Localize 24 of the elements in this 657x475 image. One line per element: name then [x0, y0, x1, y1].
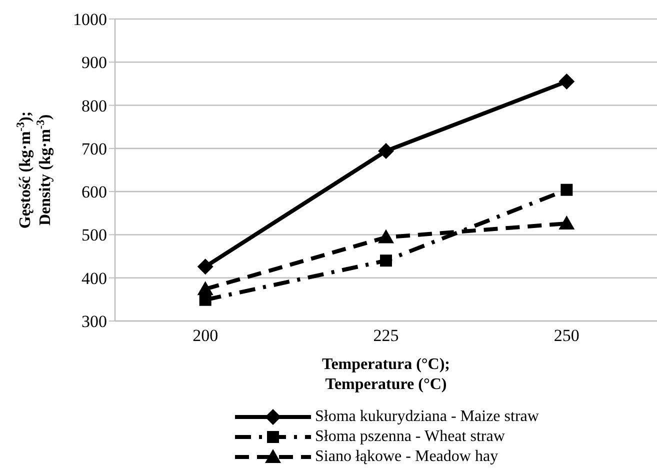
point	[197, 258, 214, 275]
point	[199, 294, 212, 306]
x-tick-label: 225	[373, 326, 399, 346]
legend-label: Słoma pszenna - Wheat straw	[315, 428, 505, 445]
point	[378, 143, 394, 160]
point	[197, 281, 214, 296]
point	[558, 215, 575, 230]
x-axis-title: Temperatura (°C); Temperature (°C)	[322, 356, 450, 393]
point	[560, 184, 573, 196]
x-tick-label: 200	[192, 326, 218, 346]
y-tick-label: 300	[82, 312, 107, 332]
y-tick-label: 900	[82, 53, 107, 72]
y-tick-label: 400	[82, 268, 107, 288]
point	[380, 254, 392, 267]
y-tick-label: 700	[82, 139, 107, 158]
legend-label: Słoma kukurydziana - Maize straw	[315, 408, 539, 425]
legend-label: Siano łąkowe - Meadow hay	[315, 448, 498, 465]
y-tick-label: 600	[82, 182, 107, 202]
point	[378, 229, 394, 244]
point	[558, 74, 575, 90]
y-tick-label: 800	[82, 96, 107, 116]
x-tick-label: 250	[554, 326, 580, 346]
y-tick-label: 1000	[73, 10, 107, 30]
y-tick-label: 500	[82, 226, 107, 245]
